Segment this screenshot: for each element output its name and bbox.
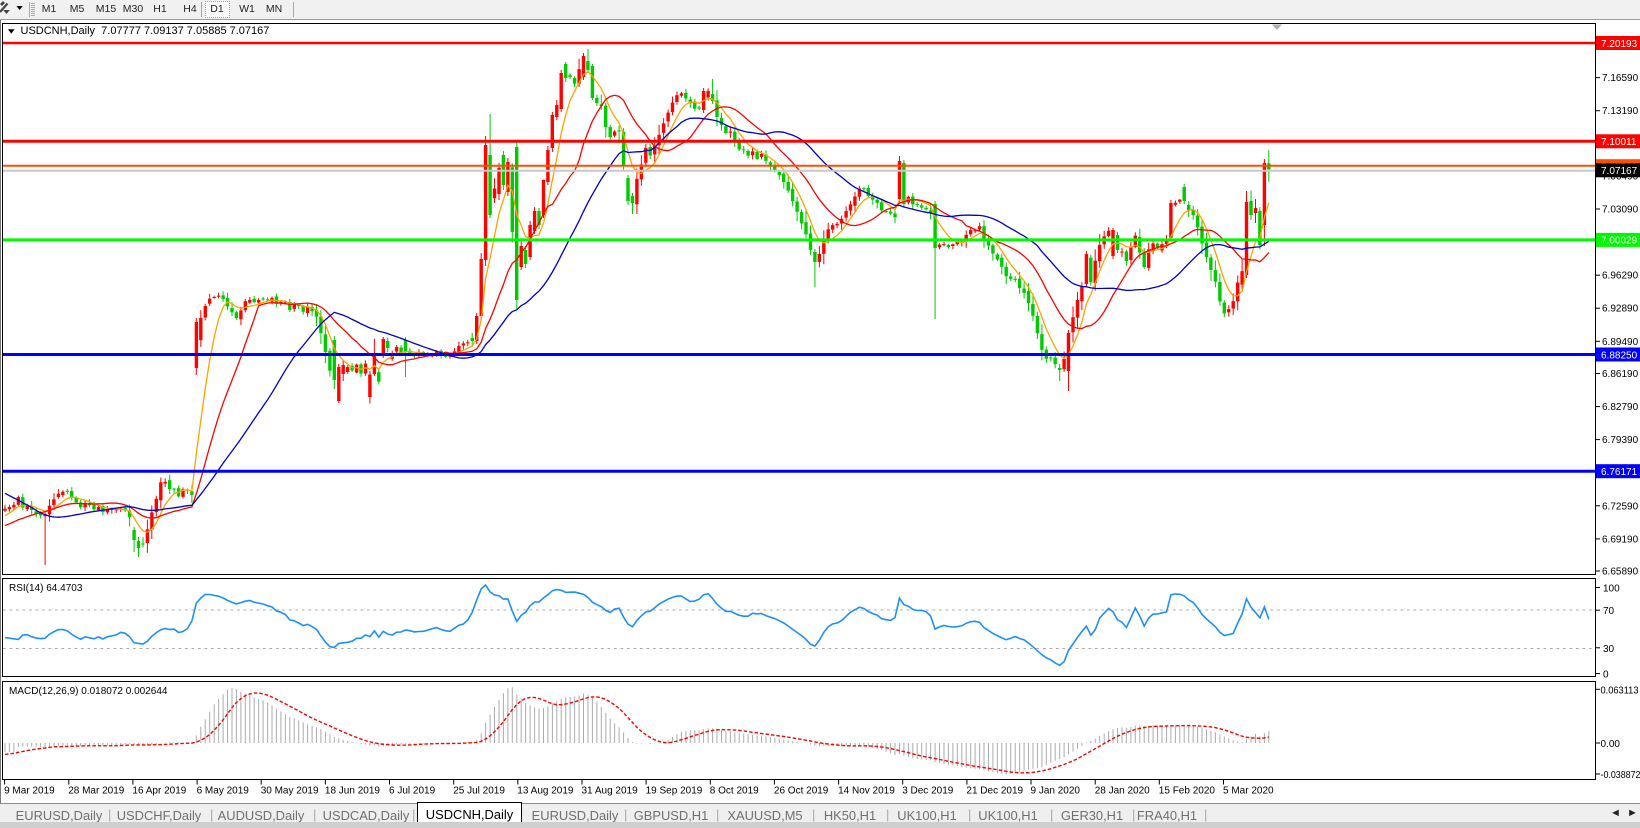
svg-text:21 Dec 2019: 21 Dec 2019 <box>966 786 1023 797</box>
svg-text:16 Apr 2019: 16 Apr 2019 <box>132 786 186 797</box>
svg-text:9 Jan 2020: 9 Jan 2020 <box>1031 786 1081 797</box>
svg-text:7.16590: 7.16590 <box>1602 73 1639 84</box>
svg-text:26 Oct 2019: 26 Oct 2019 <box>774 786 829 797</box>
svg-text:18 Jun 2019: 18 Jun 2019 <box>325 786 380 797</box>
svg-text:0.063113: 0.063113 <box>1601 685 1639 696</box>
svg-text:6.89490: 6.89490 <box>1602 337 1639 348</box>
svg-text:6.92890: 6.92890 <box>1602 304 1639 315</box>
svg-text:14 Nov 2019: 14 Nov 2019 <box>838 786 895 797</box>
svg-text:7.20193: 7.20193 <box>1601 39 1638 50</box>
svg-text:7.07167: 7.07167 <box>1601 166 1638 177</box>
svg-text:-0.038872: -0.038872 <box>1601 770 1640 781</box>
svg-text:6 May 2019: 6 May 2019 <box>197 786 250 797</box>
svg-text:28 Jan 2020: 28 Jan 2020 <box>1095 786 1150 797</box>
svg-text:8 Oct 2019: 8 Oct 2019 <box>710 786 759 797</box>
svg-text:0.00: 0.00 <box>1601 739 1621 750</box>
svg-text:RSI(14) 64.4703: RSI(14) 64.4703 <box>9 583 83 594</box>
svg-text:9 Mar 2019: 9 Mar 2019 <box>4 786 55 797</box>
svg-text:100: 100 <box>1603 584 1620 595</box>
svg-text:6.72590: 6.72590 <box>1602 501 1639 512</box>
svg-text:13 Aug 2019: 13 Aug 2019 <box>517 786 574 797</box>
svg-text:6.86190: 6.86190 <box>1602 369 1639 380</box>
svg-text:6 Jul 2019: 6 Jul 2019 <box>389 786 436 797</box>
svg-text:6.96290: 6.96290 <box>1602 271 1639 282</box>
svg-text:28 Mar 2019: 28 Mar 2019 <box>68 786 125 797</box>
svg-text:0: 0 <box>1603 670 1609 681</box>
svg-text:7.03090: 7.03090 <box>1602 205 1639 216</box>
svg-text:6.65890: 6.65890 <box>1602 567 1639 578</box>
svg-text:6.82790: 6.82790 <box>1602 402 1639 413</box>
svg-text:31 Aug 2019: 31 Aug 2019 <box>582 786 639 797</box>
svg-text:6.79390: 6.79390 <box>1602 435 1639 446</box>
svg-text:6.69190: 6.69190 <box>1602 534 1639 545</box>
svg-text:30: 30 <box>1603 644 1615 655</box>
svg-text:7.10011: 7.10011 <box>1601 137 1637 148</box>
svg-text:19 Sep 2019: 19 Sep 2019 <box>646 786 703 797</box>
svg-text:6.88250: 6.88250 <box>1601 350 1638 361</box>
svg-text:30 May 2019: 30 May 2019 <box>261 786 319 797</box>
svg-text:15 Feb 2020: 15 Feb 2020 <box>1159 786 1216 797</box>
svg-text:MACD(12,26,9) 0.018072 0.00264: MACD(12,26,9) 0.018072 0.002644 <box>9 686 168 697</box>
svg-text:25 Jul 2019: 25 Jul 2019 <box>453 786 505 797</box>
svg-text:70: 70 <box>1603 606 1615 617</box>
svg-text:6.76171: 6.76171 <box>1601 467 1638 478</box>
svg-text:3 Dec 2019: 3 Dec 2019 <box>902 786 954 797</box>
svg-text:USDCNH,Daily 7.07777 7.09137: USDCNH,Daily 7.07777 7.09137 7.05885 7.0… <box>21 25 270 37</box>
svg-text:7.13190: 7.13190 <box>1602 106 1639 117</box>
svg-text:5 Mar 2020: 5 Mar 2020 <box>1223 786 1274 797</box>
svg-text:7.00029: 7.00029 <box>1601 236 1638 247</box>
